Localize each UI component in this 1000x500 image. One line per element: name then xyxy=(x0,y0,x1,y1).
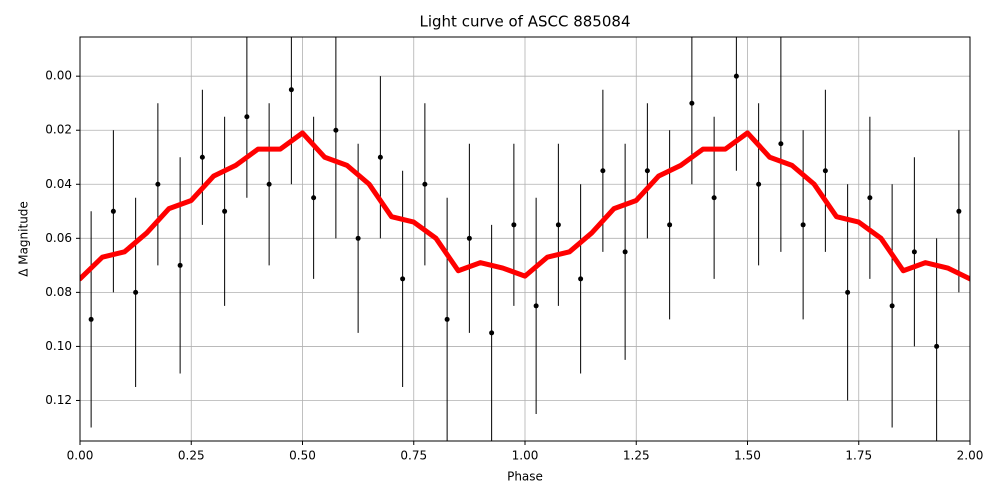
data-point xyxy=(177,262,183,268)
data-point xyxy=(489,330,495,336)
data-point xyxy=(199,154,205,160)
data-point xyxy=(822,168,828,174)
plot-area xyxy=(80,37,970,441)
data-point xyxy=(845,289,851,295)
data-point xyxy=(355,235,361,241)
data-point xyxy=(956,208,962,214)
data-point xyxy=(133,289,139,295)
data-point xyxy=(110,208,116,214)
data-point xyxy=(377,154,383,160)
y-tick-label: 0.02 xyxy=(45,123,72,137)
data-point xyxy=(644,168,650,174)
x-axis-label: Phase xyxy=(507,470,543,484)
data-point xyxy=(911,249,917,255)
x-tick-label: 0.75 xyxy=(400,449,427,463)
data-point xyxy=(867,195,873,201)
data-point xyxy=(266,181,272,187)
x-tick-label: 0.25 xyxy=(178,449,205,463)
data-point xyxy=(288,87,294,93)
data-point xyxy=(622,249,628,255)
y-tick-label: 0.10 xyxy=(45,339,72,353)
x-tick-label: 1.00 xyxy=(512,449,539,463)
y-axis-label: Δ Magnitude xyxy=(17,201,31,277)
ticks: 0.00 0.25 0.50 0.75 1.00 1.25 1.50 1.75 2.00 0.00… xyxy=(45,69,983,463)
data-point xyxy=(422,181,428,187)
data-point xyxy=(311,195,317,201)
data-point xyxy=(155,181,161,187)
data-point xyxy=(778,141,784,147)
x-tick-label: 0.00 xyxy=(67,449,94,463)
fit-line xyxy=(80,130,970,282)
data-point xyxy=(533,303,539,309)
x-tick-label: 1.50 xyxy=(734,449,761,463)
data-point xyxy=(934,343,940,349)
grid xyxy=(79,37,971,441)
data-point xyxy=(689,100,695,106)
y-tick-label: 0.00 xyxy=(45,69,72,83)
data-point xyxy=(600,168,606,174)
data-point xyxy=(222,208,228,214)
x-tick-label: 1.25 xyxy=(623,449,650,463)
data-point xyxy=(244,114,250,120)
data-point xyxy=(88,316,94,322)
data-point xyxy=(578,276,584,282)
y-tick-label: 0.12 xyxy=(45,393,72,407)
data-point xyxy=(889,303,895,309)
y-tick-label: 0.08 xyxy=(45,285,72,299)
data-point xyxy=(333,127,339,133)
x-tick-label: 0.50 xyxy=(289,449,316,463)
chart-title: Light curve of ASCC 885084 xyxy=(420,13,631,31)
x-tick-label: 1.75 xyxy=(845,449,872,463)
data-point xyxy=(444,316,450,322)
y-tick-label: 0.04 xyxy=(45,177,72,191)
x-tick-label: 2.00 xyxy=(957,449,984,463)
data-point xyxy=(733,73,739,79)
data-point xyxy=(711,195,717,201)
data-point xyxy=(756,181,762,187)
data-point xyxy=(800,222,806,228)
data-point xyxy=(555,222,561,228)
data-point xyxy=(400,276,406,282)
data-point xyxy=(466,235,472,241)
data-point xyxy=(511,222,517,228)
data-point xyxy=(667,222,673,228)
y-tick-label: 0.06 xyxy=(45,231,72,245)
